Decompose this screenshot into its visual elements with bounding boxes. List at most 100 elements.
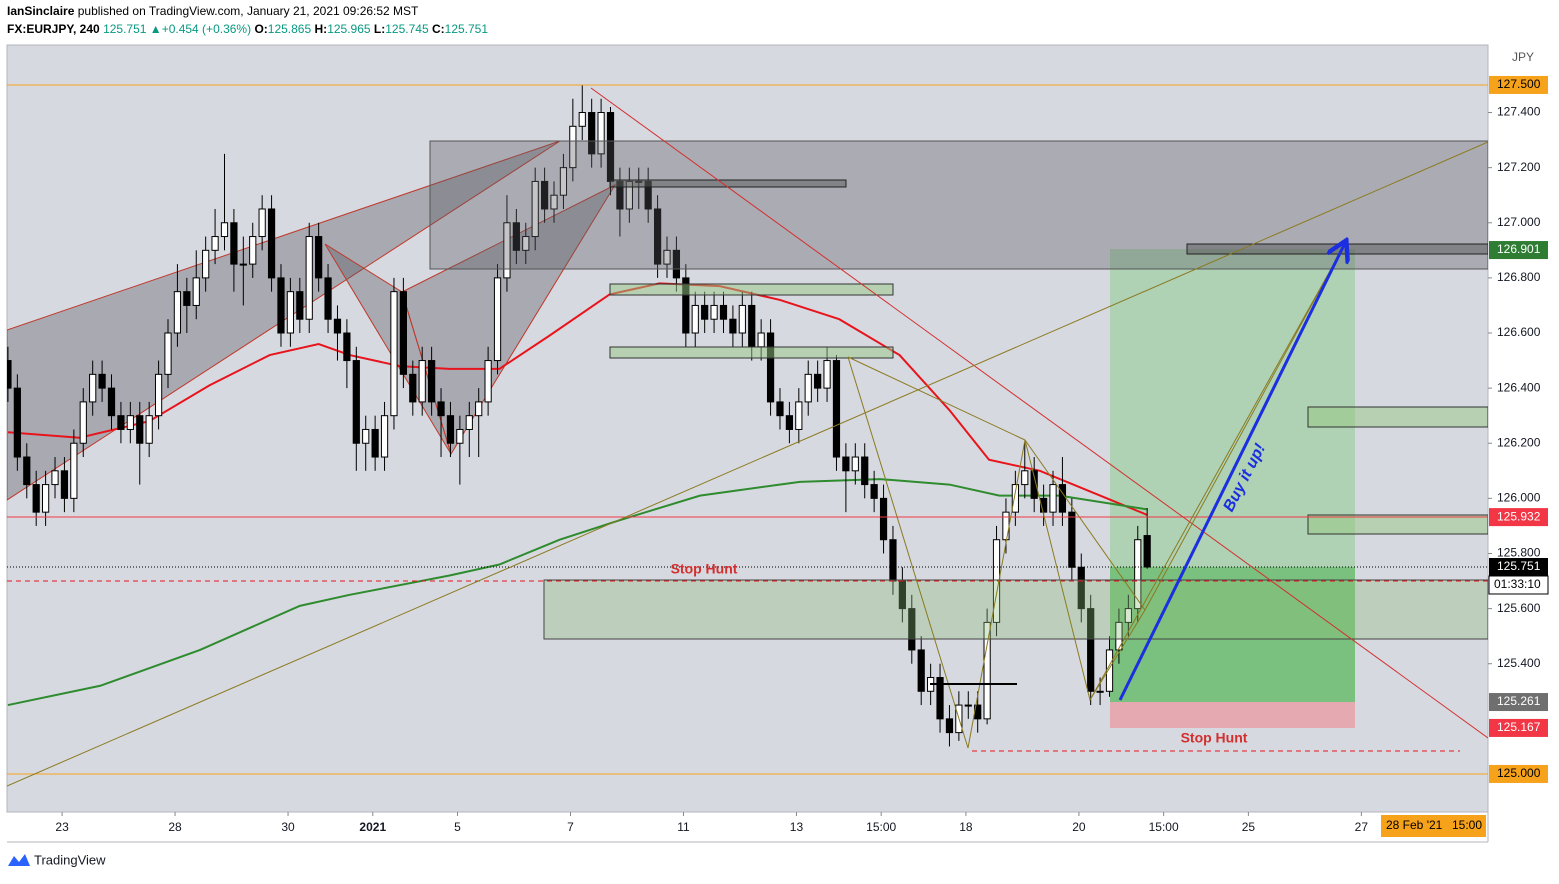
h-label: H: (315, 22, 328, 36)
x-tick-label: 15:00 (1149, 820, 1179, 834)
x-tick-label: 20 (1072, 820, 1086, 834)
candle-body (879, 497, 888, 541)
pattern-line (847, 243, 1346, 749)
candle-body (41, 484, 50, 513)
candle-body (522, 236, 530, 251)
price-label: 126.901 (1497, 242, 1541, 256)
c: 125.751 (445, 22, 489, 36)
y-tick-label: 126.200 (1497, 435, 1541, 449)
candle-body (117, 415, 125, 430)
candle-body (719, 304, 728, 320)
zone (1307, 514, 1488, 535)
candle-body (738, 304, 746, 334)
candle-body (1058, 484, 1067, 513)
trendline (7, 141, 1488, 787)
candle-body (192, 277, 200, 306)
candle-body (1049, 484, 1057, 513)
y-tick-label: 126.800 (1497, 270, 1541, 284)
candle-body (428, 360, 436, 403)
candle-body (531, 180, 539, 238)
candle-body (484, 360, 492, 403)
candle-body (456, 428, 464, 444)
l: 125.745 (385, 22, 429, 36)
y-tick-label: 126.400 (1497, 380, 1541, 394)
published: published on TradingView.com, January 21… (78, 4, 419, 18)
candle-body (390, 291, 398, 417)
candle-body (136, 415, 144, 444)
annotation: Stop Hunt (1181, 730, 1248, 746)
x-tick-label: 27 (1355, 820, 1369, 834)
candle-body (663, 249, 671, 265)
candle-body (823, 360, 831, 389)
price-label: 125.932 (1497, 509, 1541, 523)
candle-body (446, 415, 455, 444)
candle-body (154, 373, 163, 417)
candle-body (362, 428, 370, 444)
candle-body (691, 304, 699, 334)
x-tick-label: 13 (790, 820, 804, 834)
brand: TradingView (34, 852, 106, 867)
candle-body (437, 401, 445, 417)
price-label: 125.000 (1497, 766, 1541, 780)
pattern-line (1024, 439, 1146, 611)
x-tick-label: 23 (55, 820, 69, 834)
candle-body (352, 360, 360, 444)
candle-body (766, 332, 775, 403)
candle-body (173, 291, 182, 334)
candle-body (343, 332, 351, 362)
countdown: 01:33:10 (1494, 577, 1541, 591)
x-tick-label: 28 (168, 820, 182, 834)
candle-body (409, 373, 417, 403)
drawings (7, 84, 1488, 787)
candle-body (936, 677, 944, 720)
candle-body (1030, 470, 1038, 499)
price-label-box (1489, 718, 1548, 737)
candle-body (672, 249, 681, 279)
candle-body (682, 277, 690, 334)
candle-body (399, 291, 407, 375)
candle-body (1134, 539, 1142, 610)
x-tick-label: 25 (1242, 820, 1256, 834)
candle-body (296, 291, 304, 320)
x-tick-label: 15:00 (866, 820, 896, 834)
candle-body (239, 263, 247, 266)
candle-body (79, 401, 87, 444)
candle-body (202, 249, 210, 279)
candle-body (945, 718, 954, 734)
moving-average (7, 282, 1148, 516)
price-label-box (1489, 508, 1548, 527)
candle-body (1105, 649, 1114, 692)
candle-body (286, 291, 295, 334)
candle-body (7, 360, 12, 389)
zone (609, 179, 847, 188)
candle-body (851, 456, 859, 472)
candle-body (418, 360, 426, 403)
candle-body (578, 112, 586, 127)
price-label: 127.500 (1497, 77, 1541, 91)
candle-body (503, 222, 511, 279)
x-tick-label: 5 (454, 820, 461, 834)
candle-body (729, 318, 737, 334)
candle-body (588, 112, 596, 155)
candle-body (1115, 621, 1123, 651)
candle-body (861, 456, 869, 486)
price-label-box (1489, 693, 1548, 712)
candle-body (1011, 484, 1019, 513)
zone (609, 346, 894, 359)
candle-body (559, 167, 568, 196)
l-label: L: (374, 22, 385, 36)
candle-body (795, 401, 803, 430)
candle-body (164, 332, 172, 375)
candle-body (814, 373, 822, 389)
brand-logo (8, 854, 30, 866)
candle-body (1087, 608, 1095, 692)
zone (1186, 243, 1488, 255)
candle-body (540, 180, 549, 210)
price-label: 125.167 (1497, 720, 1541, 734)
candle-body (1002, 511, 1010, 541)
candle-body (324, 277, 332, 320)
price-label-box (1489, 75, 1548, 94)
candle-body (748, 304, 756, 348)
y-tick-label: 126.000 (1497, 491, 1541, 505)
y-tick-label: 127.200 (1497, 160, 1541, 174)
